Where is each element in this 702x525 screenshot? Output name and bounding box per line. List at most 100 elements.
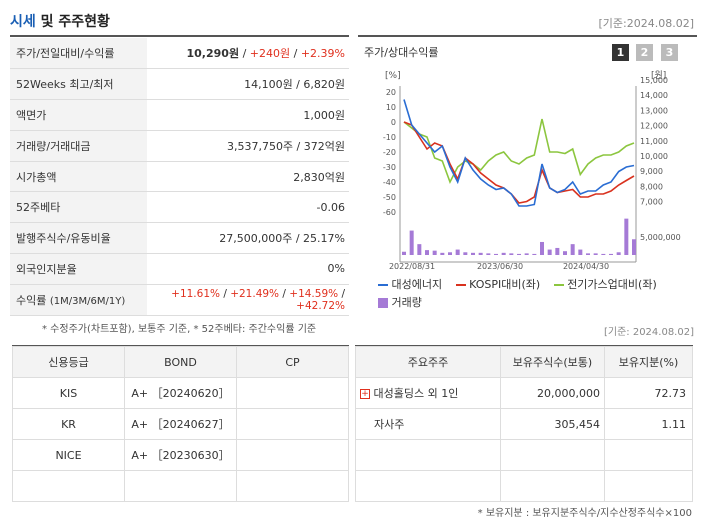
returns-value: +11.61% / +21.49% / +14.59% / +42.72% <box>147 284 349 316</box>
row-value: 27,500,000주 / 25.17% <box>147 222 349 255</box>
stock-line <box>403 99 635 207</box>
base-date-bottom: [기준: 2024.08.02] <box>603 327 694 338</box>
table-row: 52Weeks 최고/최저 14,100원 / 6,820원 <box>10 68 349 101</box>
volume-bar <box>448 252 452 255</box>
row-value: 2,830억원 <box>147 161 349 193</box>
row-label: 외국인지분율 <box>10 253 147 285</box>
divider <box>10 35 349 37</box>
left-tick-label: -40 <box>383 178 396 187</box>
row-label: 52Weeks 최고/최저 <box>10 68 147 101</box>
quote-table: 주가/전일대비/수익률 10,290원 / +240원 / +2.39% 52W… <box>10 38 349 316</box>
right-tick-label: 7,000 <box>640 198 663 207</box>
table-header: 주요주주 보유주식수(보통) 보유지분(%) <box>355 346 693 378</box>
price-chart: [%] [원] 20 10 0 -10 -20 -30 -40 -50 -60 15,000 14,… <box>383 70 681 271</box>
right-tick-label: 15,000 <box>640 76 668 85</box>
left-tick-label: -50 <box>383 193 396 202</box>
volume-bar <box>494 253 498 255</box>
right-tick-label: 8,000 <box>640 182 663 191</box>
volume-bar <box>632 239 636 255</box>
legend-kospi: KOSPI대비(좌) <box>455 278 540 291</box>
right-tick-label: 11,000 <box>640 137 668 146</box>
right-tick-label: 9,000 <box>640 167 663 176</box>
volume-bar <box>471 252 475 255</box>
right-tick-label: 13,000 <box>640 106 668 115</box>
x-tick-label: 2024/04/30 <box>563 262 609 271</box>
col-header: 신용등급 <box>12 346 125 378</box>
col-header: BOND <box>124 346 237 378</box>
major-shareholders-table: 주요주주 보유주식수(보통) 보유지분(%) + 대성홀딩스 외 1인 20,0… <box>355 346 693 502</box>
table-row: 거래량/거래대금 3,537,750주 / 372억원 <box>10 130 349 162</box>
holder-name[interactable]: + 대성홀딩스 외 1인 <box>355 377 501 409</box>
footnote-left: * 수정주가(차트포함), 보통주 기준, * 52주베타: 주간수익률 기준 <box>42 324 317 335</box>
left-tick-label: 0 <box>391 118 396 127</box>
row-label: 발행주식수/유동비율 <box>10 222 147 255</box>
x-tick-label: 2023/06/30 <box>477 262 523 271</box>
chart-title: 주가/상대수익률 <box>364 46 439 59</box>
volume-bar <box>586 253 590 255</box>
right-tick-label: 12,000 <box>640 122 668 131</box>
volume-bar <box>478 252 483 255</box>
chart-page-1-button[interactable]: 1 <box>612 44 629 61</box>
table-row <box>355 470 693 502</box>
volume-bar <box>402 251 406 255</box>
table-row: KIS A+ ［20240620］ <box>12 377 349 409</box>
volume-bar <box>486 253 491 255</box>
chart-legend: 대성에너지 KOSPI대비(좌) 전기가스업대비(좌) 거래량 <box>378 276 698 310</box>
volume-bar <box>563 251 567 255</box>
expand-icon[interactable]: + <box>360 389 370 399</box>
volume-bar <box>509 253 514 255</box>
table-row: 수익률 (1M/3M/6M/1Y) +11.61% / +21.49% / +1… <box>10 284 349 316</box>
volume-bar <box>409 230 414 255</box>
row-value: 3,537,750주 / 372억원 <box>147 130 349 162</box>
left-tick-label: -30 <box>383 163 396 172</box>
row-value: 14,100원 / 6,820원 <box>147 68 349 101</box>
volume-bar <box>455 249 460 255</box>
right-tick-label: 10,000 <box>640 152 668 161</box>
volume-bar <box>593 253 598 255</box>
volume-bar <box>532 253 537 255</box>
row-value: 0% <box>147 253 349 285</box>
volume-bar <box>616 252 621 255</box>
volume-bar <box>555 247 560 255</box>
table-row: 주가/전일대비/수익률 10,290원 / +240원 / +2.39% <box>10 38 349 70</box>
row-label: 거래량/거래대금 <box>10 130 147 162</box>
table-row: 52주베타 -0.06 <box>10 191 349 224</box>
volume-bar <box>540 241 544 255</box>
chart-page-3-button[interactable]: 3 <box>661 44 678 61</box>
row-value: 1,000원 <box>147 99 349 131</box>
row-label: 수익률 (1M/3M/6M/1Y) <box>10 284 147 316</box>
chart-page-2-button[interactable]: 2 <box>636 44 653 61</box>
row-label: 주가/전일대비/수익률 <box>10 38 147 70</box>
volume-bar <box>463 252 468 255</box>
x-tick-label: 2022/08/31 <box>389 262 435 271</box>
col-header: 보유지분(%) <box>604 346 693 378</box>
volume-bar <box>417 244 422 255</box>
legend-volume: 거래량 <box>378 294 698 310</box>
volume-bar <box>425 250 429 255</box>
row-value: -0.06 <box>147 191 349 224</box>
table-row: 외국인지분율 0% <box>10 253 349 285</box>
footnote-right: * 보유지분 : 보유지분주식수/지수산정주식수×100 <box>477 508 692 519</box>
volume-bar <box>624 218 629 255</box>
left-tick-label: -60 <box>383 208 396 217</box>
base-date-top: [기준:2024.08.02] <box>598 17 694 30</box>
volume-bar <box>440 252 445 255</box>
right-axis-unit: [원] <box>651 70 666 81</box>
table-row: 자사주 305,454 1.11 <box>355 408 693 440</box>
volume-tick-label: 5,000,000 <box>640 233 681 242</box>
volume-bar <box>517 253 521 255</box>
col-header: 주요주주 <box>355 346 501 378</box>
kospi-line <box>403 121 635 204</box>
volume-bar <box>601 253 606 255</box>
table-header: 신용등급 BOND CP <box>12 346 349 378</box>
credit-rating-table: 신용등급 BOND CP KIS A+ ［20240620］ KR A+ ［2024… <box>12 346 349 502</box>
table-row: + 대성홀딩스 외 1인 20,000,000 72.73 <box>355 377 693 409</box>
volume-bar <box>524 253 529 255</box>
table-row: KR A+ ［20240627］ <box>12 408 349 440</box>
legend-stock: 대성에너지 <box>378 278 442 291</box>
table-row: 시가총액 2,830억원 <box>10 161 349 193</box>
legend-sector: 전기가스업대비(좌) <box>553 278 657 291</box>
holder-name: 자사주 <box>355 408 501 440</box>
volume-bar <box>578 249 583 255</box>
table-row <box>12 470 349 502</box>
